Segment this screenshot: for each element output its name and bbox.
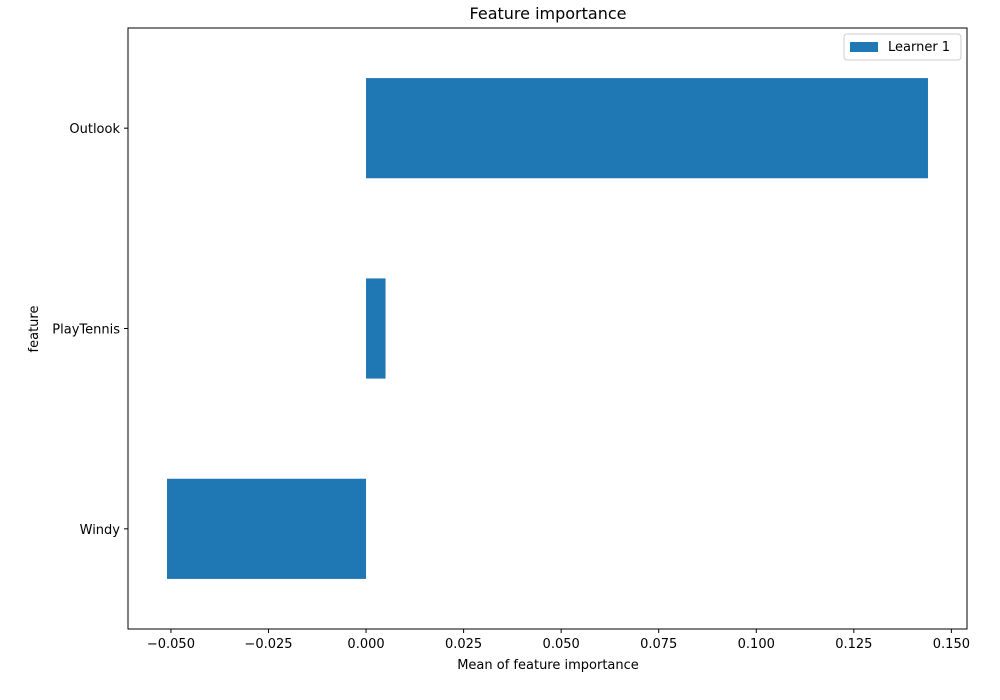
y-tick-label: Outlook — [69, 122, 120, 137]
x-axis-ticks: −0.050 −0.025 0.000 0.025 0.050 0.075 0.100 0.1… — [147, 629, 970, 652]
x-tick-label: 0.150 — [933, 637, 970, 652]
bars — [167, 78, 928, 579]
bar-outlook — [366, 78, 928, 179]
x-tick-label: −0.025 — [244, 637, 292, 652]
x-axis-label: Mean of feature importance — [457, 658, 639, 673]
legend-box — [843, 33, 962, 61]
chart-title: Feature importance — [470, 4, 627, 23]
y-axis-ticks: Outlook PlayTennis Windy — [52, 122, 128, 538]
bar-windy — [167, 478, 367, 579]
y-axis-label: feature — [27, 306, 42, 353]
x-tick-label: 0.050 — [543, 637, 580, 652]
x-tick-label: −0.050 — [147, 637, 195, 652]
x-tick-label: 0.000 — [347, 637, 384, 652]
y-tick-label: Windy — [80, 523, 121, 538]
bar-playtennis — [366, 278, 386, 379]
y-tick-label: PlayTennis — [52, 323, 120, 338]
legend-label: Learner 1 — [888, 40, 950, 55]
x-tick-label: 0.125 — [835, 637, 872, 652]
x-tick-label: 0.075 — [640, 637, 677, 652]
x-tick-label: 0.100 — [738, 637, 775, 652]
x-tick-label: 0.025 — [445, 637, 482, 652]
legend: Learner 1 — [843, 33, 962, 61]
legend-swatch — [850, 42, 878, 52]
